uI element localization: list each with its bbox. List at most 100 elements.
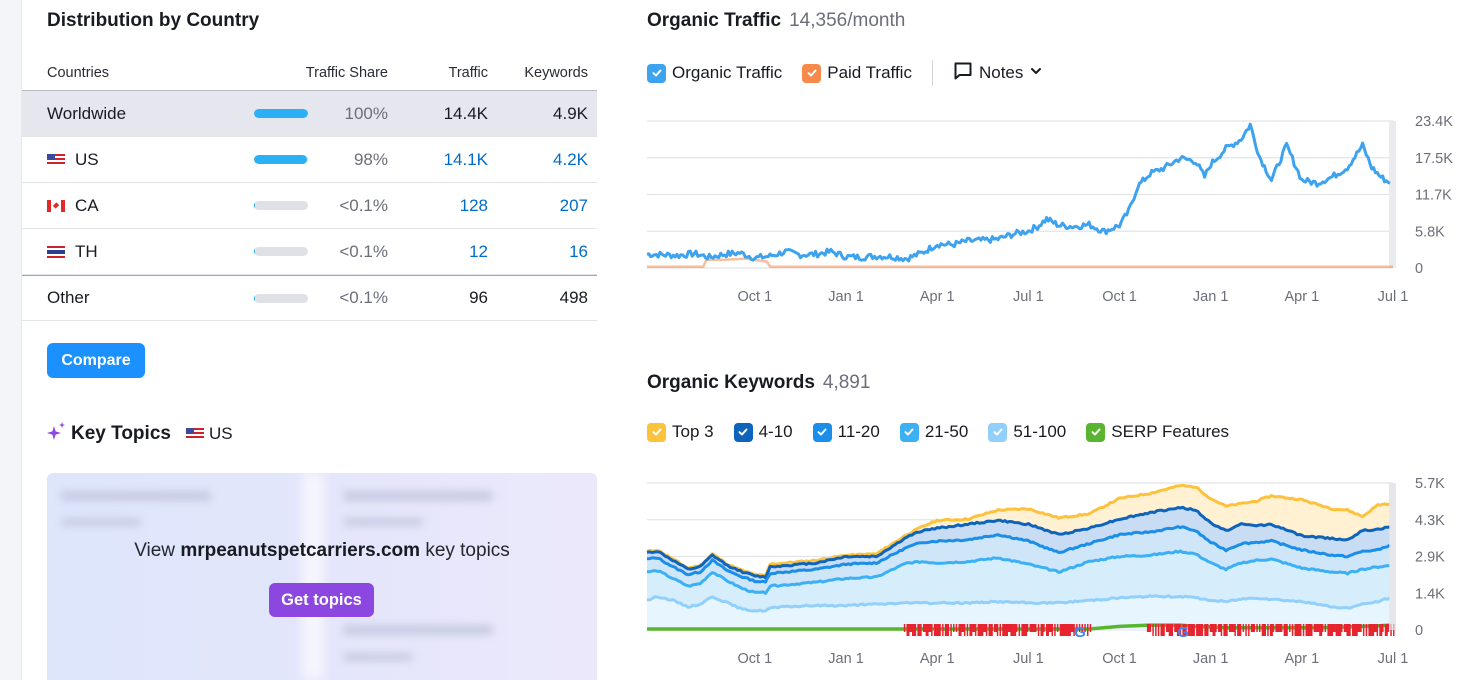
legend-label: Top 3 — [672, 422, 714, 441]
update-marker — [1341, 624, 1343, 632]
update-marker — [1349, 624, 1351, 636]
update-marker — [1294, 624, 1298, 636]
table-row[interactable]: CA <0.1% 128 207 — [22, 183, 597, 229]
key-topics-card: View mrpeanutspetcarriers.com key topics… — [47, 473, 597, 680]
checkbox-checked-icon[interactable] — [802, 63, 822, 83]
update-marker — [1174, 624, 1178, 632]
country-name: US — [75, 149, 99, 169]
update-marker — [1193, 624, 1195, 636]
chart-edge-shade — [1389, 121, 1396, 268]
google-update-icon[interactable]: G — [1177, 624, 1189, 641]
update-marker — [1046, 624, 1049, 636]
update-marker — [1311, 624, 1313, 636]
update-marker — [988, 624, 992, 636]
update-marker — [991, 624, 993, 636]
update-marker — [1002, 624, 1006, 636]
update-marker — [977, 624, 981, 636]
update-marker — [1215, 624, 1217, 632]
update-marker — [996, 624, 999, 636]
update-marker — [1021, 624, 1025, 636]
organic-keywords-value: 4,891 — [822, 372, 871, 393]
country-cell: CA — [22, 196, 254, 216]
checkbox-checked-icon[interactable] — [647, 422, 666, 442]
legend-divider — [931, 60, 933, 86]
country-name: CA — [75, 195, 99, 215]
y-tick-label: 5.7K — [1415, 476, 1445, 492]
chevron-down-icon — [1029, 63, 1043, 83]
traffic-value[interactable]: 128 — [459, 195, 488, 215]
table-row[interactable]: US 98% 14.1K 4.2K — [22, 137, 597, 183]
google-updates-band[interactable] — [903, 624, 1092, 636]
table-row[interactable]: Other <0.1% 96 498 — [22, 275, 597, 321]
legend-label: Paid Traffic — [827, 63, 912, 82]
bar-fill — [254, 155, 307, 164]
keywords-value[interactable]: 4.2K — [553, 149, 588, 169]
th-flag-icon — [47, 245, 65, 258]
update-marker — [1182, 624, 1186, 636]
traffic-value[interactable]: 12 — [469, 241, 488, 261]
legend-top-3[interactable]: Top 3 — [647, 422, 714, 442]
google-updates-band[interactable] — [1146, 624, 1395, 636]
organic-keywords-chart[interactable]: 0 1.4K 2.9K 4.3K 5.7K Oct 1 Jan 1 Apr 1 Jul 1 Oct… — [640, 472, 1458, 677]
message-prefix: View — [134, 540, 176, 561]
update-marker — [1171, 624, 1173, 636]
update-marker — [925, 624, 929, 636]
country-name: TH — [75, 241, 98, 261]
legend-organic-traffic[interactable]: Organic Traffic — [647, 63, 782, 83]
checkbox-checked-icon[interactable] — [899, 422, 919, 442]
update-marker — [1373, 624, 1377, 632]
update-marker — [912, 624, 915, 636]
update-marker — [1196, 624, 1200, 636]
country-cell: US — [22, 150, 254, 170]
col-traffic: Traffic — [448, 65, 488, 81]
legend-serp-features[interactable]: SERP Features — [1086, 422, 1229, 442]
legend-label: SERP Features — [1111, 422, 1230, 441]
update-marker — [939, 624, 941, 636]
update-marker — [1018, 624, 1021, 636]
blurred-placeholder — [343, 625, 493, 635]
update-marker — [1316, 624, 1320, 632]
y-tick-label: 1.4K — [1415, 586, 1445, 602]
legend-51-100[interactable]: 51-100 — [988, 422, 1066, 442]
table-row[interactable]: TH <0.1% 12 16 — [22, 229, 597, 275]
legend-4-10[interactable]: 4-10 — [733, 422, 793, 442]
update-marker — [1190, 624, 1194, 636]
update-marker — [1163, 624, 1165, 636]
checkbox-checked-icon[interactable] — [812, 422, 832, 442]
key-topics-country[interactable]: US — [185, 424, 233, 444]
checkbox-checked-icon[interactable] — [733, 422, 753, 442]
update-marker — [1013, 624, 1017, 636]
bar-fill — [254, 247, 255, 256]
get-topics-button[interactable]: Get topics — [269, 583, 374, 617]
update-marker — [955, 624, 958, 632]
x-tick-label: Jul 1 — [1378, 651, 1409, 667]
update-marker — [1234, 624, 1236, 636]
organic-traffic-chart[interactable]: 0 5.8K 11.7K 17.5K 23.4K Oct 1 Jan 1 Apr 1 Jul 1… — [640, 110, 1458, 310]
traffic-value[interactable]: 14.1K — [443, 149, 488, 169]
update-marker — [1087, 624, 1089, 636]
traffic-share-bar — [254, 201, 314, 210]
update-marker — [1201, 624, 1204, 636]
update-marker — [1043, 624, 1045, 632]
checkbox-checked-icon[interactable] — [647, 63, 666, 83]
update-marker — [1239, 624, 1242, 636]
country-cell: Worldwide — [22, 104, 254, 124]
organic-traffic-value: 14,356/month — [789, 10, 906, 31]
notes-dropdown[interactable]: Notes — [953, 61, 1043, 86]
y-tick-label: 0 — [1415, 623, 1423, 639]
legend-21-50[interactable]: 21-50 — [899, 422, 968, 442]
legend-paid-traffic[interactable]: Paid Traffic — [802, 63, 912, 83]
table-row[interactable]: Worldwide 100% 14.4K 4.9K — [22, 91, 597, 137]
compare-button[interactable]: Compare — [47, 343, 145, 378]
checkbox-checked-icon[interactable] — [988, 422, 1008, 442]
update-marker — [1054, 624, 1056, 636]
checkbox-checked-icon[interactable] — [1086, 422, 1106, 442]
update-marker — [922, 624, 926, 632]
update-marker — [1228, 624, 1232, 632]
update-marker — [953, 624, 955, 632]
google-update-icon[interactable]: G — [1074, 624, 1086, 641]
keywords-value[interactable]: 16 — [569, 241, 588, 261]
legend-11-20[interactable]: 11-20 — [812, 422, 880, 442]
keywords-value[interactable]: 207 — [559, 195, 588, 215]
update-marker — [1368, 624, 1372, 636]
